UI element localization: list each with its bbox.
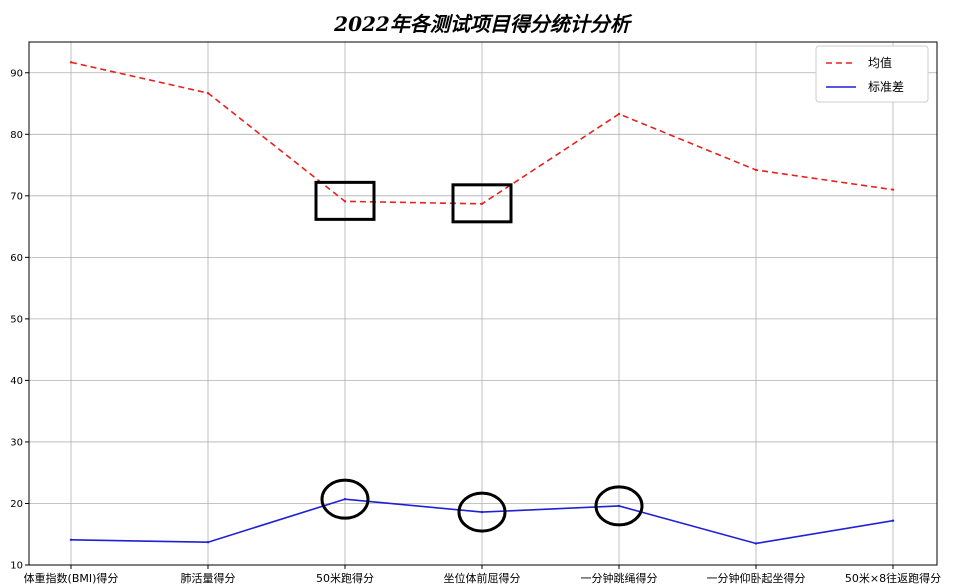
data-point [891,188,895,191]
x-tick-label: 50米跑得分 [316,571,374,585]
grid [29,42,937,566]
data-point [754,542,758,545]
data-point [891,519,895,522]
y-tick-label: 40 [10,376,23,387]
series-lines [69,61,895,545]
data-point [69,61,73,64]
data-point [343,497,347,501]
y-tick-label: 60 [10,253,23,264]
y-tick-label: 50 [10,314,23,325]
legend-label: 均值 [868,55,892,70]
axes: 10 20 30 40 50 60 70 80 90 体重指数(BMI)得分 肺活量得分 50米跑得分… [10,41,941,585]
y-tick-label: 80 [10,130,23,141]
x-tick-label: 体重指数(BMI)得分 [24,571,119,585]
data-point [206,541,210,544]
data-point [617,504,621,508]
annotations [314,180,644,533]
x-tick-label: 坐位体前屈得分 [444,571,521,585]
highlight-circle [457,491,507,533]
chart-title: 2022年各测试项目得分统计分析 [333,12,633,36]
y-tick-label: 10 [10,561,23,572]
plot-frame [28,41,938,566]
data-point [343,200,347,203]
highlight-rectangle [451,183,513,224]
y-tick-label: 70 [10,191,23,202]
y-tick-label: 90 [10,68,23,79]
y-tick-label: 30 [10,437,23,448]
x-tick-label: 一分钟仰卧起坐得分 [707,571,806,585]
data-point [480,202,484,206]
legend-label: 标准差 [868,80,904,94]
y-tick-label: 20 [10,499,23,510]
legend-box [815,45,929,103]
data-point [69,538,73,541]
data-point [206,91,210,95]
data-point [754,168,758,172]
x-tick-label: 肺活量得分 [181,572,236,585]
data-point [617,112,621,116]
data-point [480,510,484,514]
x-tick-label: 50米×8往返跑得分 [845,571,941,585]
highlight-circle [594,485,644,527]
highlight-rectangle [314,180,376,221]
x-tick-label: 一分钟跳绳得分 [581,571,658,585]
highlight-circle [320,478,370,520]
